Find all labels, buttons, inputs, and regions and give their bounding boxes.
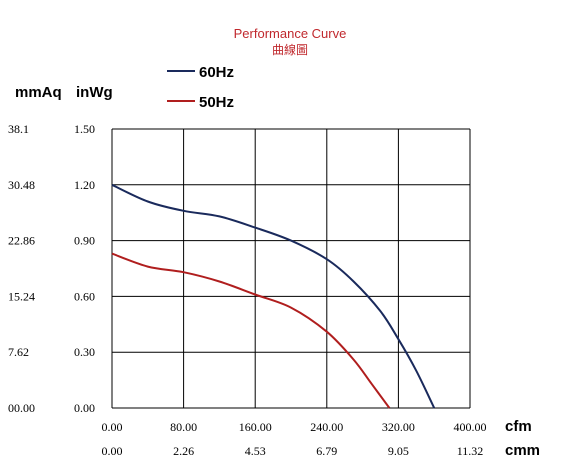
x-tick-label-cmm: 11.32 — [457, 444, 484, 458]
curves — [111, 183, 436, 409]
x-tick-label-cfm: 80.00 — [170, 420, 197, 434]
x-tick-label-cfm: 320.00 — [382, 420, 415, 434]
y-tick-label-inwg: 1.20 — [74, 178, 95, 192]
y-tick-label-inwg: 0.00 — [74, 401, 95, 415]
x-ticks-cmm: 0.00 2.26 4.53 6.79 9.05 11.32 — [102, 444, 484, 458]
y-tick-label-inwg: 1.50 — [74, 122, 95, 136]
x-tick-label-cfm: 0.00 — [102, 420, 123, 434]
y-tick-label-mmaq: 30.48 — [8, 178, 35, 192]
x-tick-label-cfm: 160.00 — [239, 420, 272, 434]
x-tick-label-cmm: 0.00 — [102, 444, 123, 458]
y-tick-label-mmaq: 15.24 — [8, 289, 35, 303]
chart-title: Performance Curve — [234, 26, 347, 41]
y-unit-inwg: inWg — [76, 84, 113, 101]
y-tick-label-inwg: 0.30 — [74, 345, 95, 359]
x-unit-cmm: cmm — [505, 442, 540, 458]
chart-subtitle: 曲線圖 — [272, 42, 308, 57]
y-tick-label-inwg: 0.90 — [74, 234, 95, 248]
x-tick-label-cmm: 6.79 — [316, 444, 337, 458]
y-unit-mmaq: mmAq — [15, 84, 62, 101]
legend: 60Hz 50Hz — [167, 64, 234, 111]
x-tick-label-cfm: 240.00 — [310, 420, 343, 434]
legend-label-60hz: 60Hz — [199, 64, 234, 81]
x-ticks-cfm: 0.00 80.00 160.00 240.00 320.00 400.00 — [102, 420, 487, 434]
legend-label-50hz: 50Hz — [199, 94, 234, 111]
x-tick-label-cfm: 400.00 — [454, 420, 487, 434]
y-tick-label-mmaq: 22.86 — [8, 234, 35, 248]
x-tick-label-cmm: 9.05 — [388, 444, 409, 458]
y-tick-label-mmaq: 7.62 — [8, 345, 29, 359]
y-ticks-inwg: 1.50 1.20 0.90 0.60 0.30 0.00 — [74, 122, 95, 415]
x-tick-label-cmm: 2.26 — [173, 444, 194, 458]
x-tick-label-cmm: 4.53 — [245, 444, 266, 458]
series-line-50hz — [111, 252, 391, 409]
grid — [111, 128, 471, 409]
series-line-60hz — [111, 183, 436, 409]
y-tick-label-inwg: 0.60 — [74, 289, 95, 303]
y-tick-label-mmaq: 38.1 — [8, 122, 29, 136]
y-tick-label-mmaq: 00.00 — [8, 401, 35, 415]
y-ticks-mmaq: 38.1 30.48 22.86 15.24 7.62 00.00 — [8, 122, 35, 415]
x-unit-cfm: cfm — [505, 418, 532, 435]
